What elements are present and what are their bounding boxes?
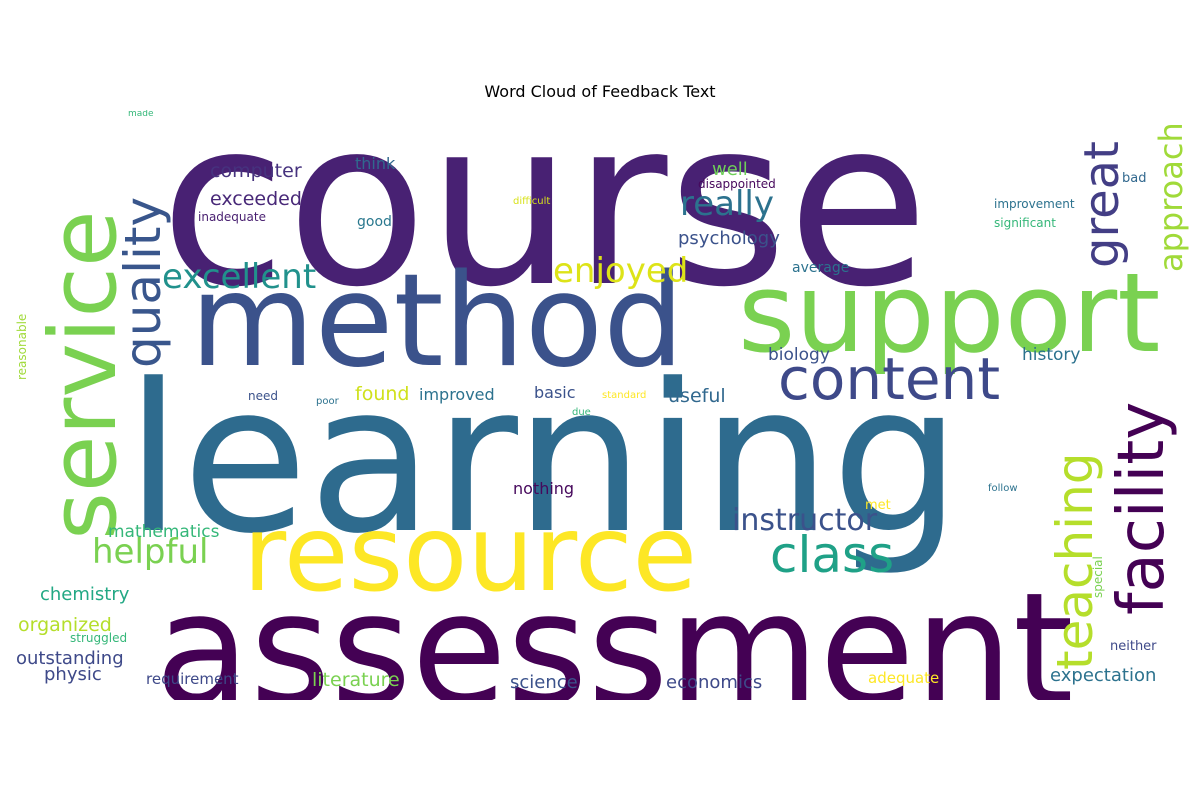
word-well: well — [712, 159, 748, 180]
word-course: course — [160, 110, 929, 338]
word-chemistry: chemistry — [40, 584, 130, 605]
word-think: think — [355, 154, 396, 173]
word-special: special — [1091, 556, 1105, 598]
word-improved: improved — [419, 385, 495, 404]
word-standard: standard — [602, 390, 647, 401]
word-requirement: requirement — [146, 670, 239, 688]
word-economics: economics — [666, 672, 763, 693]
word-nothing: nothing — [513, 479, 575, 498]
word-content: content — [778, 345, 1001, 413]
word-physic: physic — [44, 664, 102, 685]
word-history: history — [1022, 345, 1081, 365]
word-reasonable: reasonable — [15, 313, 29, 380]
word-literature: literature — [312, 669, 400, 691]
word-significant: significant — [994, 216, 1056, 230]
word-facility: facility — [1105, 401, 1179, 615]
word-poor: poor — [316, 396, 339, 407]
word-science: science — [510, 672, 578, 693]
word-learning: learning — [125, 341, 962, 579]
word-cloud: course learning assessment method suppor… — [10, 110, 1190, 700]
word-exceeded: exceeded — [210, 188, 302, 210]
word-struggled: struggled — [70, 631, 128, 645]
word-mathematics: mathematics — [108, 522, 220, 542]
word-enjoyed: enjoyed — [553, 251, 689, 291]
word-approach: approach — [1152, 122, 1190, 272]
word-improvement: improvement — [994, 197, 1075, 211]
word-support: support — [738, 249, 1161, 377]
word-found: found — [355, 383, 410, 405]
word-inadequate: inadequate — [198, 210, 266, 224]
word-met: met — [865, 498, 891, 513]
word-helpful: helpful — [92, 532, 209, 572]
word-need: need — [248, 389, 278, 403]
word-really: really — [680, 184, 774, 224]
word-average: average — [792, 260, 850, 276]
word-assessment: assessment — [155, 559, 1074, 700]
word-neither: neither — [1110, 639, 1157, 654]
word-psychology: psychology — [678, 228, 780, 249]
word-excellent: excellent — [162, 257, 317, 297]
word-useful: useful — [668, 385, 726, 407]
word-follow: follow — [988, 483, 1018, 494]
word-great: great — [1074, 141, 1130, 268]
word-instructor: instructor — [732, 503, 878, 538]
word-method: method — [190, 247, 685, 396]
word-adequate: adequate — [868, 669, 940, 687]
word-biology: biology — [768, 345, 830, 365]
word-outstanding: outstanding — [16, 648, 124, 669]
word-basic: basic — [534, 383, 576, 402]
word-expectation: expectation — [1050, 665, 1157, 686]
word-bad: bad — [1122, 171, 1147, 186]
word-due: due — [572, 407, 591, 418]
word-difficult: difficult — [513, 196, 551, 207]
word-disappointed: disappointed — [698, 177, 776, 191]
word-class: class — [770, 526, 895, 584]
figure-title: Word Cloud of Feedback Text — [484, 82, 716, 101]
word-made: made — [128, 110, 154, 119]
word-computer: computer — [210, 160, 302, 182]
word-resource: resource — [243, 493, 698, 615]
word-organized: organized — [18, 614, 112, 636]
word-quality: quality — [114, 196, 172, 368]
word-good: good — [357, 214, 392, 230]
